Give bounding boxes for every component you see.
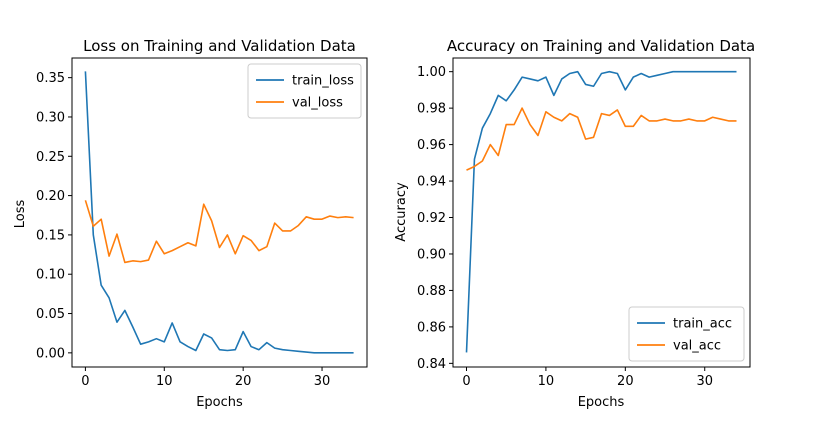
accuracy-chart-x-tick-label: 10 [538, 374, 555, 389]
loss-chart-ylabel: Loss [13, 200, 28, 229]
loss-chart-y-tick-label: 0.05 [36, 307, 65, 322]
loss-chart-legend-label: train_loss [292, 74, 354, 89]
loss-chart-series-val_loss [84, 200, 354, 264]
loss-chart-y-tick-label: 0.00 [36, 346, 65, 361]
accuracy-chart-series-train_acc [465, 70, 737, 353]
accuracy-chart-y-tick-label: 0.84 [417, 357, 446, 372]
accuracy-chart-legend-box [628, 306, 745, 362]
loss-chart-series-train_loss [84, 71, 354, 354]
loss-chart-x-tick-label: 10 [156, 374, 173, 389]
accuracy-chart-series-val_acc [466, 107, 737, 171]
loss-chart-legend-box [247, 63, 362, 119]
loss-chart-x-tick-label: 30 [314, 374, 331, 389]
accuracy-chart-ylabel: Accuracy [394, 182, 409, 242]
accuracy-chart-y-tick-label: 0.86 [417, 320, 446, 335]
loss-chart-y-tick-label: 0.30 [36, 110, 65, 125]
loss-chart-y-tick-label: 0.20 [36, 189, 65, 204]
loss-chart-title: Loss on Training and Validation Data [83, 37, 356, 55]
accuracy-chart-legend-label: val_acc [673, 339, 721, 354]
accuracy-chart-y-tick-label: 0.96 [417, 138, 446, 153]
loss-chart-y-tick-label: 0.25 [36, 150, 65, 165]
accuracy-chart-y-tick-label: 0.90 [417, 247, 446, 262]
loss-chart-plot-area: 0 10 20 30 0.00 0.05 0.10 0.15 0.20 0.25 0.30 0.35 [36, 71, 354, 389]
accuracy-chart-x-tick-label: 20 [617, 374, 634, 389]
accuracy-chart-y-tick-label: 0.88 [417, 284, 446, 299]
accuracy-chart-legend: train_acc val_acc [628, 306, 745, 362]
loss-chart-y-tick-label: 0.35 [36, 71, 65, 86]
accuracy-chart-plot-area: 0 10 20 30 0.84 0.86 0.88 0.90 0.92 0.94 0.96 0.98 1… [417, 65, 737, 389]
accuracy-chart-frame [452, 57, 751, 368]
accuracy-chart-legend-label: train_acc [673, 317, 732, 332]
accuracy-chart: Accuracy on Training and Validation Data… [394, 37, 755, 410]
loss-chart-y-tick-label: 0.15 [36, 228, 65, 243]
loss-chart-xlabel: Epochs [196, 395, 243, 410]
loss-chart-x-tick-label: 0 [81, 374, 89, 389]
accuracy-chart-y-tick-label: 0.98 [417, 102, 446, 117]
accuracy-chart-y-tick-label: 0.92 [417, 211, 446, 226]
loss-chart-y-tick-label: 0.10 [36, 268, 65, 283]
loss-chart-legend-label: val_loss [292, 96, 343, 111]
accuracy-chart-y-tick-label: 1.00 [417, 65, 446, 80]
accuracy-chart-xlabel: Epochs [578, 395, 625, 410]
accuracy-chart-x-tick-label: 0 [462, 374, 470, 389]
accuracy-chart-title: Accuracy on Training and Validation Data [447, 37, 755, 55]
loss-chart-legend: train_loss val_loss [247, 63, 362, 119]
accuracy-chart-y-tick-label: 0.94 [417, 175, 446, 190]
loss-chart: Loss on Training and Validation Data Epo… [13, 37, 368, 410]
loss-chart-x-tick-label: 20 [235, 374, 252, 389]
accuracy-chart-x-tick-label: 30 [696, 374, 713, 389]
loss-chart-frame [71, 57, 368, 368]
